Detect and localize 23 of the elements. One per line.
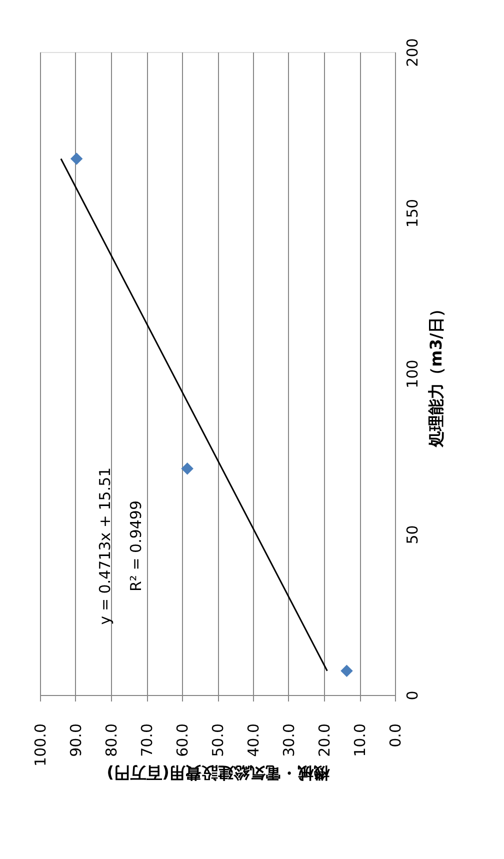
y-tick-label: 100 xyxy=(404,360,422,388)
x-tick-label: 100.0 xyxy=(32,724,50,766)
x-tick-label: 30.0 xyxy=(280,724,298,757)
x-tick-label: 0.0 xyxy=(386,724,404,748)
y-axis-title: 処理能力（m3/日） xyxy=(426,301,446,448)
y-tick-label: 200 xyxy=(404,38,422,67)
point xyxy=(340,664,353,678)
x-tick-label: 10.0 xyxy=(351,724,369,757)
y-tick-label: 150 xyxy=(404,198,422,228)
x-tick-label: 20.0 xyxy=(316,724,334,757)
x-tick-label: 60.0 xyxy=(174,724,192,757)
x-tick-label: 40.0 xyxy=(244,724,262,757)
x-tick-label: 80.0 xyxy=(102,724,120,757)
x-tick-label: 70.0 xyxy=(138,724,156,757)
x-tick-label: 90.0 xyxy=(67,724,85,757)
annotation: R² = 0.9499 xyxy=(127,500,145,592)
annotation: y = 0.4713x + 15.51 xyxy=(96,467,114,625)
x-axis-title: 機械・電気総建設費用(百万円) xyxy=(106,763,330,782)
point xyxy=(181,462,194,475)
point xyxy=(70,152,83,165)
y-tick-label: 0 xyxy=(404,690,422,700)
y-tick-label: 50 xyxy=(404,525,422,544)
x-tick-label: 50.0 xyxy=(209,724,227,757)
